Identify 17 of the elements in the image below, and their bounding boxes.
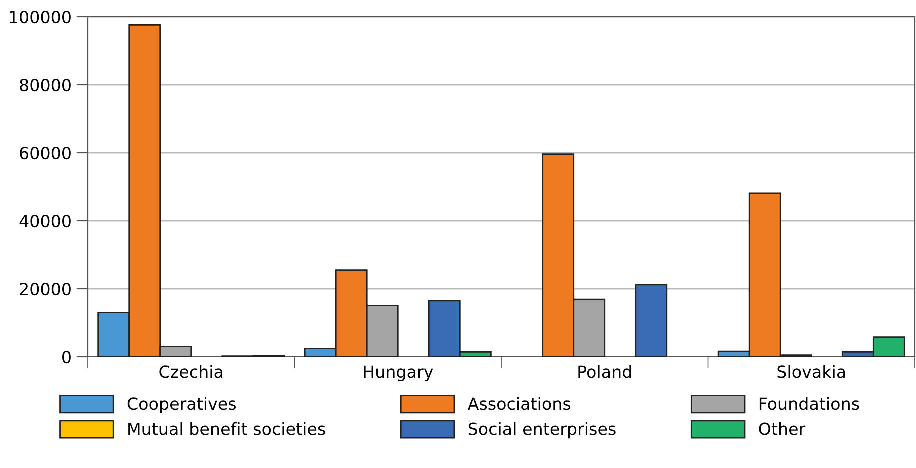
legend-label: Foundations: [760, 397, 860, 410]
y-tick-label: 100000: [10, 10, 71, 24]
y-tick-label: 60000: [20, 146, 71, 160]
y-tick-label: 40000: [20, 214, 71, 228]
bar: [635, 284, 668, 357]
legend-label: Associations: [468, 397, 571, 410]
y-tick-label: 80000: [20, 78, 71, 92]
legend-label: Mutual benefit societies: [128, 422, 326, 436]
x-tick-label: Poland: [578, 365, 632, 378]
legend-label: Social enterprises: [468, 422, 616, 439]
y-tick-label: 20000: [20, 282, 71, 296]
legend-label: Cooperatives: [128, 397, 236, 414]
x-tick-label: Czechia: [160, 365, 222, 378]
legend-label: Other: [759, 422, 806, 436]
x-tick-label: Hungary: [364, 366, 434, 382]
x-tick-label: Slovakia: [778, 365, 846, 378]
y-tick-label: 0: [62, 350, 71, 364]
